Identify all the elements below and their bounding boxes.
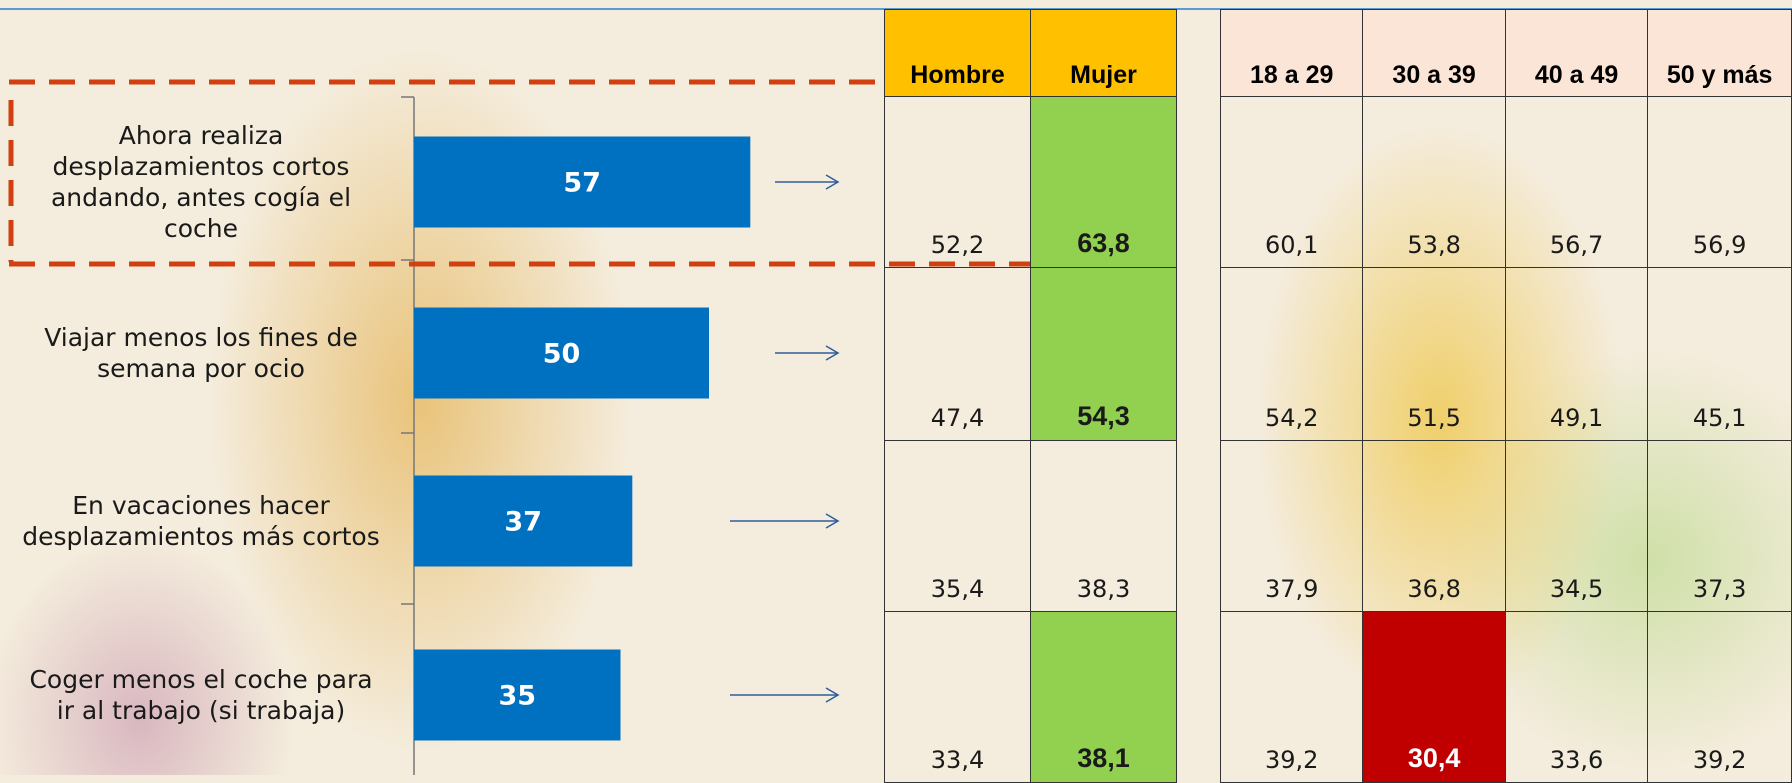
- table-cell: 52,2: [884, 96, 1031, 268]
- table-cell: 36,8: [1362, 440, 1506, 612]
- table-row: 54,2 51,5 49,1 45,1: [1219, 267, 1792, 441]
- table-row: 37,9 36,8 34,5 37,3: [1219, 440, 1792, 612]
- table-cell: 39,2: [1647, 611, 1792, 783]
- table-row: 35,4 38,3: [884, 440, 1177, 612]
- bar-value-label: 35: [498, 681, 536, 712]
- table-cell: 33,6: [1504, 611, 1649, 783]
- table-cell: 37,9: [1219, 440, 1364, 612]
- arrow-head: [825, 513, 840, 529]
- bar: [414, 136, 751, 228]
- highlight-box: [8, 79, 1030, 267]
- table-cell: 56,7: [1504, 96, 1649, 268]
- header-row: 18 a 29 30 a 39 40 a 49 50 y más: [1219, 9, 1792, 97]
- category-label: Viajar menos los fines de semana por oci…: [44, 323, 358, 383]
- table-cell: 60,1: [1219, 96, 1364, 268]
- table-cell: 37,3: [1647, 440, 1792, 612]
- column-header: 40 a 49: [1504, 9, 1649, 97]
- table-cell: 35,4: [884, 440, 1031, 612]
- category-label: Ahora realiza desplazamientos cortos and…: [50, 121, 352, 243]
- table-cell: 34,5: [1504, 440, 1649, 612]
- table-row: 33,4 38,1: [884, 611, 1177, 783]
- arrow-head: [825, 345, 840, 361]
- table-cell: 47,4: [884, 267, 1031, 441]
- column-header: 30 a 39: [1362, 9, 1506, 97]
- bar-value-label: 37: [504, 507, 542, 538]
- table-row: 39,2 30,4 33,6 39,2: [1219, 611, 1792, 783]
- bar: [414, 649, 621, 741]
- table-row: 47,4 54,3: [884, 267, 1177, 441]
- header-row: Hombre Mujer: [884, 9, 1177, 97]
- table-cell: 49,1: [1504, 267, 1649, 441]
- column-header: Mujer: [1030, 9, 1177, 97]
- table-cell: 30,4: [1362, 611, 1506, 783]
- table-cell: 63,8: [1030, 96, 1177, 268]
- arrow-head: [825, 687, 840, 703]
- table-cell: 54,3: [1030, 267, 1177, 441]
- table-cell: 38,1: [1030, 611, 1177, 783]
- bar: [414, 475, 633, 567]
- table-row: 52,2 63,8: [884, 96, 1177, 268]
- bar: [414, 307, 709, 399]
- arrow-head: [825, 174, 840, 190]
- category-label: Coger menos el coche para ir al trabajo …: [29, 665, 373, 725]
- table-cell: 38,3: [1030, 440, 1177, 612]
- table-cell: 45,1: [1647, 267, 1792, 441]
- column-header: 50 y más: [1647, 9, 1792, 97]
- column-header: 18 a 29: [1219, 9, 1364, 97]
- table-cell: 56,9: [1647, 96, 1792, 268]
- category-label: En vacaciones hacer desplazamientos más …: [22, 491, 380, 551]
- table-cell: 51,5: [1362, 267, 1506, 441]
- gender-table: Hombre Mujer 52,2 63,8 47,4 54,3 35,4 38,3 33,4 3…: [884, 9, 1177, 783]
- table-cell: 33,4: [884, 611, 1031, 783]
- bar-value-label: 57: [563, 168, 601, 199]
- age-table: 18 a 29 30 a 39 40 a 49 50 y más 60,1 53,8 56,…: [1219, 9, 1792, 783]
- table-cell: 39,2: [1219, 611, 1364, 783]
- table-row: 60,1 53,8 56,7 56,9: [1219, 96, 1792, 268]
- table-cell: 54,2: [1219, 267, 1364, 441]
- column-header: Hombre: [884, 9, 1031, 97]
- table-cell: 53,8: [1362, 96, 1506, 268]
- bar-value-label: 50: [543, 339, 581, 370]
